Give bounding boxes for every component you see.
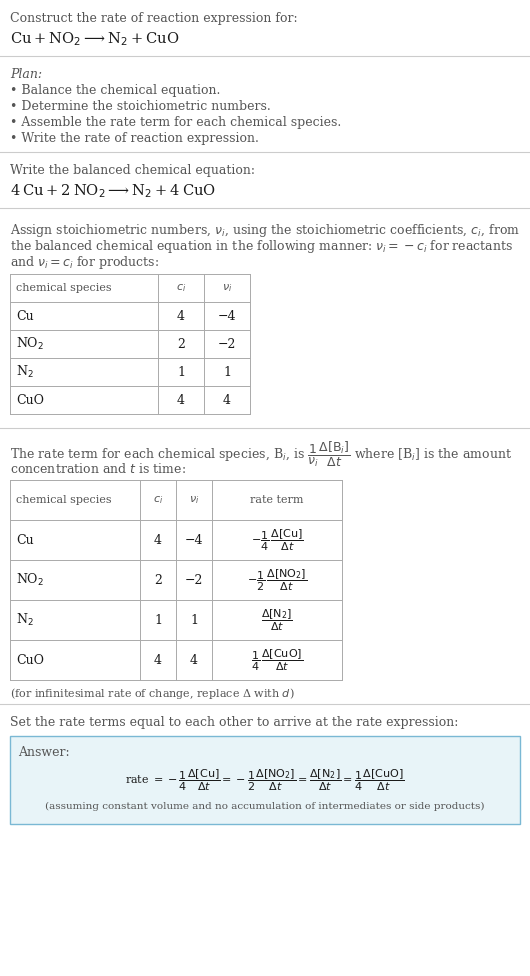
Text: rate term: rate term: [250, 495, 304, 505]
Text: −4: −4: [218, 309, 236, 322]
Text: 4: 4: [154, 534, 162, 547]
Text: • Balance the chemical equation.: • Balance the chemical equation.: [10, 84, 220, 97]
Text: • Assemble the rate term for each chemical species.: • Assemble the rate term for each chemic…: [10, 116, 341, 129]
Text: Set the rate terms equal to each other to arrive at the rate expression:: Set the rate terms equal to each other t…: [10, 716, 458, 729]
Text: Assign stoichiometric numbers, $\nu_i$, using the stoichiometric coefficients, $: Assign stoichiometric numbers, $\nu_i$, …: [10, 222, 520, 239]
Text: 4 Cu + 2 NO$_2$ ⟶ N$_2$ + 4 CuO: 4 Cu + 2 NO$_2$ ⟶ N$_2$ + 4 CuO: [10, 182, 216, 200]
Text: CuO: CuO: [16, 654, 44, 667]
Text: 4: 4: [177, 393, 185, 406]
Text: rate $= -\dfrac{1}{4}\dfrac{\Delta[\mathrm{Cu}]}{\Delta t} = -\dfrac{1}{2}\dfrac: rate $= -\dfrac{1}{4}\dfrac{\Delta[\math…: [125, 768, 405, 793]
Text: (assuming constant volume and no accumulation of intermediates or side products): (assuming constant volume and no accumul…: [45, 802, 485, 811]
Text: Answer:: Answer:: [18, 746, 69, 759]
Text: The rate term for each chemical species, B$_i$, is $\dfrac{1}{\nu_i}\dfrac{\Delt: The rate term for each chemical species,…: [10, 440, 512, 469]
Text: • Write the rate of reaction expression.: • Write the rate of reaction expression.: [10, 132, 259, 145]
Text: N$_2$: N$_2$: [16, 612, 34, 628]
Text: Cu: Cu: [16, 309, 33, 322]
Text: NO$_2$: NO$_2$: [16, 572, 44, 589]
Text: Cu + NO$_2$ ⟶ N$_2$ + CuO: Cu + NO$_2$ ⟶ N$_2$ + CuO: [10, 30, 179, 48]
Text: CuO: CuO: [16, 393, 44, 406]
Text: Plan:: Plan:: [10, 68, 42, 81]
Text: 2: 2: [177, 338, 185, 350]
Text: $c_i$: $c_i$: [176, 282, 186, 294]
Text: 1: 1: [190, 614, 198, 627]
Text: 4: 4: [177, 309, 185, 322]
Text: $\nu_i$: $\nu_i$: [222, 282, 232, 294]
Text: (for infinitesimal rate of change, replace Δ with $d$): (for infinitesimal rate of change, repla…: [10, 686, 295, 701]
Text: and $\nu_i = c_i$ for products:: and $\nu_i = c_i$ for products:: [10, 254, 159, 271]
Text: −4: −4: [185, 534, 203, 547]
Text: $\dfrac{\Delta[\mathrm{N_2}]}{\Delta t}$: $\dfrac{\Delta[\mathrm{N_2}]}{\Delta t}$: [261, 607, 293, 632]
Text: NO$_2$: NO$_2$: [16, 336, 44, 352]
Text: −2: −2: [218, 338, 236, 350]
FancyBboxPatch shape: [10, 736, 520, 824]
Text: $-\dfrac{1}{2}\,\dfrac{\Delta[\mathrm{NO_2}]}{\Delta t}$: $-\dfrac{1}{2}\,\dfrac{\Delta[\mathrm{NO…: [247, 567, 307, 592]
Text: Construct the rate of reaction expression for:: Construct the rate of reaction expressio…: [10, 12, 298, 25]
Text: 1: 1: [177, 365, 185, 379]
Text: concentration and $t$ is time:: concentration and $t$ is time:: [10, 462, 186, 476]
Text: $\dfrac{1}{4}\,\dfrac{\Delta[\mathrm{CuO}]}{\Delta t}$: $\dfrac{1}{4}\,\dfrac{\Delta[\mathrm{CuO…: [251, 647, 303, 672]
Text: $c_i$: $c_i$: [153, 494, 163, 506]
Text: the balanced chemical equation in the following manner: $\nu_i = -c_i$ for react: the balanced chemical equation in the fo…: [10, 238, 513, 255]
Text: 4: 4: [154, 654, 162, 667]
Text: Cu: Cu: [16, 534, 33, 547]
Text: 1: 1: [223, 365, 231, 379]
Text: $-\dfrac{1}{4}\,\dfrac{\Delta[\mathrm{Cu}]}{\Delta t}$: $-\dfrac{1}{4}\,\dfrac{\Delta[\mathrm{Cu…: [251, 527, 303, 552]
Text: chemical species: chemical species: [16, 495, 112, 505]
Text: 1: 1: [154, 614, 162, 627]
Text: $\nu_i$: $\nu_i$: [189, 494, 199, 506]
Text: N$_2$: N$_2$: [16, 364, 34, 380]
Text: 2: 2: [154, 574, 162, 587]
Text: 4: 4: [223, 393, 231, 406]
Text: −2: −2: [185, 574, 203, 587]
Text: Write the balanced chemical equation:: Write the balanced chemical equation:: [10, 164, 255, 177]
Text: 4: 4: [190, 654, 198, 667]
Text: chemical species: chemical species: [16, 283, 112, 293]
Text: • Determine the stoichiometric numbers.: • Determine the stoichiometric numbers.: [10, 100, 271, 113]
